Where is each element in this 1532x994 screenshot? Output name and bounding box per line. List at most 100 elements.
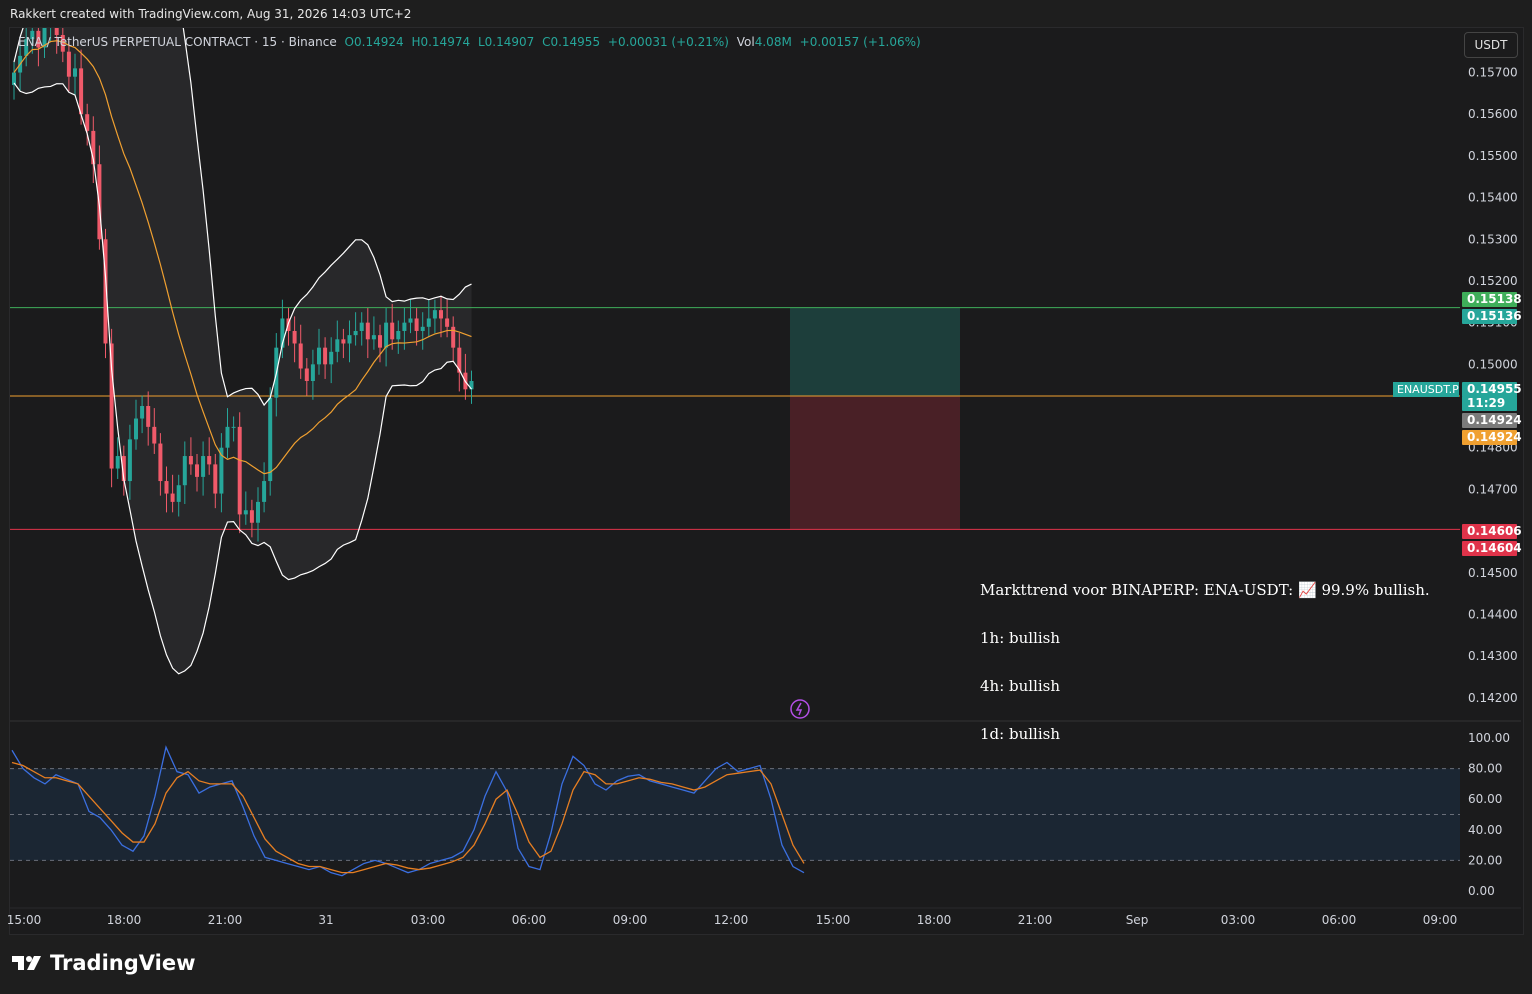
target-zone [790, 307, 960, 397]
candle-body [384, 322, 389, 348]
candle-body [329, 351, 334, 365]
price-axis-tick: 0.15200 [1468, 274, 1518, 288]
price-label: 11:29 [1467, 396, 1505, 410]
tradingview-logo[interactable]: TradingView [12, 951, 195, 975]
price-label-bg [1462, 541, 1517, 556]
candle-body [256, 501, 260, 523]
ohlc-low: L0.14907 [477, 35, 535, 49]
candle-body [469, 381, 474, 390]
candle-body [353, 330, 358, 336]
candle-body [30, 30, 35, 40]
candle-body [237, 426, 242, 515]
candle-body [79, 68, 84, 115]
price-label: 0.15138 [1467, 292, 1522, 306]
price-label-bg [1462, 396, 1517, 411]
candle-body [298, 343, 303, 369]
price-axis-tick: 0.14400 [1468, 607, 1518, 621]
candle-body [457, 347, 462, 373]
price-axis-tick: 0.14300 [1468, 649, 1518, 663]
candle-body [432, 310, 437, 319]
candle-body [268, 397, 273, 482]
candle-body [109, 343, 114, 469]
bollinger-band-fill [14, 28, 472, 674]
symbol-title[interactable]: ENA / TetherUS PERPETUAL CONTRACT · 15 ·… [18, 35, 337, 49]
candle-body [36, 30, 41, 48]
candle-body [127, 439, 132, 482]
price-axis-tick: 0.14200 [1468, 691, 1518, 705]
time-axis-tick: 03:00 [1221, 913, 1256, 927]
oscillator-axis-tick: 100.00 [1468, 731, 1510, 745]
candle-body [158, 443, 163, 482]
candle-body [439, 310, 443, 319]
ohlc-change: +0.00031 (+0.21%) [607, 35, 729, 49]
time-axis-tick: Sep [1126, 913, 1149, 927]
candle-body [317, 347, 321, 365]
candle-body [60, 35, 65, 52]
candle-body [378, 335, 382, 348]
candle-body [115, 456, 120, 469]
created-by-header: Rakkert created with TradingView.com, Au… [10, 7, 412, 21]
candle-body [359, 322, 364, 331]
candle-body [91, 130, 96, 165]
oscillator-axis-tick: 80.00 [1468, 762, 1502, 776]
candle-body [195, 464, 199, 477]
price-axis-tick: 0.14500 [1468, 566, 1518, 580]
moving-average [13, 40, 472, 475]
candle-body [414, 318, 419, 331]
candle-body [182, 456, 187, 486]
replay-bolt-icon [790, 699, 810, 719]
candle-body [243, 510, 248, 515]
candle-body [292, 330, 297, 344]
candle-body [201, 456, 206, 477]
time-axis-tick: 15:00 [816, 913, 851, 927]
price-axis-tick: 0.15400 [1468, 191, 1518, 205]
price-label: 0.14606 [1467, 524, 1522, 538]
time-axis-tick: 21:00 [1018, 913, 1053, 927]
time-axis-tick: 06:00 [1322, 913, 1357, 927]
candle-body [170, 493, 175, 502]
stop-zone [790, 396, 960, 530]
candle-body [310, 364, 315, 382]
tradingview-brand: TradingView [50, 951, 196, 975]
price-label-bg [1462, 382, 1517, 397]
time-axis-tick: 09:00 [1423, 913, 1458, 927]
price-label-bg [1462, 430, 1517, 445]
price-label: 0.14955 [1467, 382, 1522, 396]
candle-body [54, 28, 59, 36]
oscillator-axis-tick: 60.00 [1468, 792, 1502, 806]
currency-button[interactable]: USDT [1464, 32, 1518, 58]
candle-body [49, 18, 53, 26]
stoch-k-line [11, 745, 805, 877]
candle-body [225, 426, 230, 448]
oscillator-axis-tick: 40.00 [1468, 823, 1502, 837]
ohlc-high: H0.14974 [411, 35, 471, 49]
candle-body [12, 72, 16, 86]
volume-value: 4.08M [754, 35, 792, 49]
candle-body [121, 456, 126, 482]
candle-body [402, 322, 407, 331]
candle-body [146, 406, 151, 427]
time-axis-tick: 15:00 [7, 913, 42, 927]
candle-body [134, 418, 138, 440]
main-panel [10, 18, 1460, 675]
candle-body [207, 456, 212, 465]
candle-body [390, 322, 395, 340]
volume-change: +0.00157 (+1.06%) [799, 35, 921, 49]
bollinger-upper [13, 28, 472, 407]
price-label: 0.14924 [1467, 413, 1522, 427]
candle-body [420, 326, 425, 331]
bolt-glyph [795, 702, 803, 716]
candle-body [66, 51, 71, 77]
symbol-legend: ENA / TetherUS PERPETUAL CONTRACT · 15 ·… [18, 35, 925, 49]
candle-body [213, 464, 218, 494]
candle-body [231, 426, 236, 428]
candle-body [341, 339, 346, 344]
symbol-tag: ENAUSDT.P [1397, 383, 1459, 396]
time-axis-tick: 09:00 [613, 913, 648, 927]
candle-body [140, 406, 145, 419]
trend-line-1: Markttrend voor BINAPERP: ENA-USDT: 📈 99… [980, 581, 1430, 599]
candle-body [24, 39, 29, 56]
time-axis-tick: 18:00 [917, 913, 952, 927]
trend-line-3: 4h: bullish [980, 677, 1061, 695]
